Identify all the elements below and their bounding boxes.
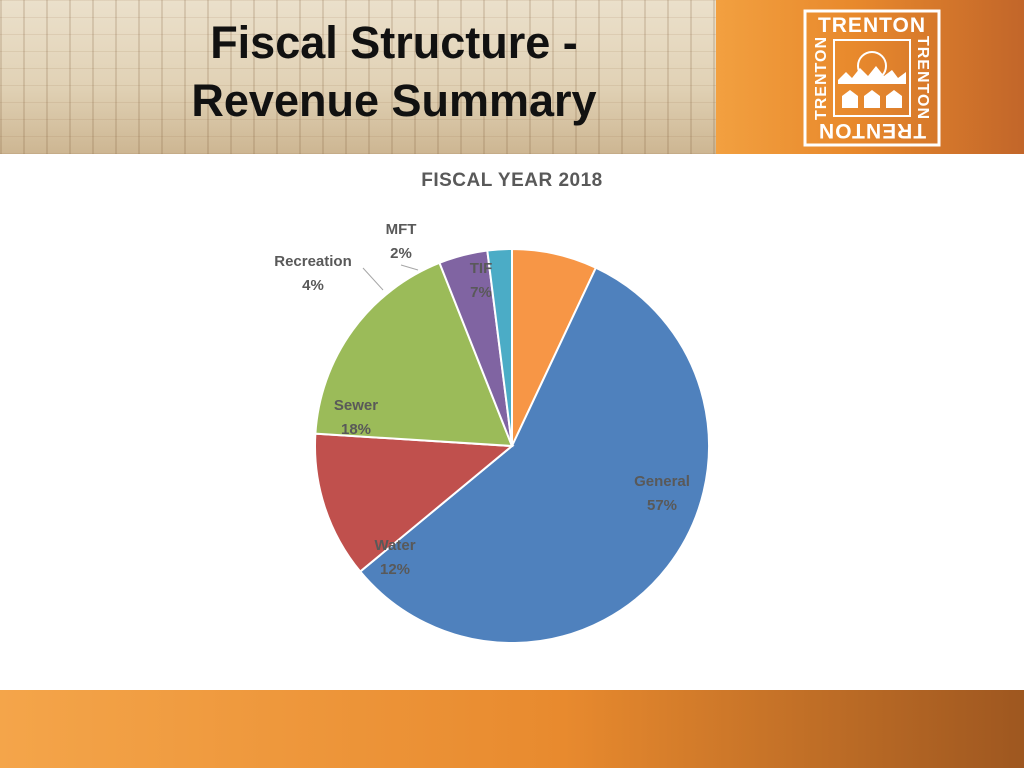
logo-text-bottom: TRENTON — [818, 119, 926, 142]
pie-slice-general — [358, 266, 710, 644]
logo-text-top: TRENTON — [818, 14, 926, 37]
logo-emblem — [833, 39, 911, 117]
pie-slice-sewer — [314, 261, 514, 448]
data-label-percent-recreation: 4% — [302, 277, 324, 294]
leader-line-recreation — [362, 267, 384, 291]
data-label-category-tif: TIF — [470, 260, 493, 277]
data-label-percent-sewer: 18% — [341, 421, 371, 438]
slide-title-line-1: Fiscal Structure - — [210, 17, 578, 68]
logo-houses-icon — [842, 90, 902, 108]
header-photo-banner — [0, 0, 716, 154]
chart-title: FISCAL YEAR 2018 — [421, 170, 603, 191]
logo-text-left: TRENTON — [813, 36, 830, 120]
slide-footer-bar — [0, 690, 1024, 768]
data-label-category-water: Water — [374, 537, 415, 554]
data-label-category-mft: MFT — [386, 221, 417, 238]
slide-header: Fiscal Structure - Revenue Summary TRENT… — [0, 0, 1024, 154]
pie-slice-water — [314, 432, 515, 573]
data-label-percent-tif: 7% — [470, 284, 492, 301]
data-label-category-recreation: Recreation — [274, 253, 352, 270]
slide-title-line-2: Revenue Summary — [191, 75, 597, 126]
slide-title: Fiscal Structure - Revenue Summary — [104, 14, 684, 130]
logo-text-right: TRENTON — [914, 36, 931, 120]
trenton-logo: TRENTON TRENTON TRENTON TRENTON — [803, 9, 941, 147]
logo-skyline-icon — [838, 66, 906, 84]
data-label-percent-water: 12% — [380, 561, 410, 578]
leader-line-mft — [400, 264, 419, 271]
pie-slice-mft — [486, 247, 513, 447]
data-label-percent-general: 57% — [647, 497, 677, 514]
data-label-category-general: General — [634, 473, 690, 490]
data-label-percent-mft: 2% — [390, 245, 412, 262]
chart-title-wrap: FISCAL YEAR 2018 — [0, 170, 1024, 192]
data-label-category-sewer: Sewer — [334, 397, 378, 414]
